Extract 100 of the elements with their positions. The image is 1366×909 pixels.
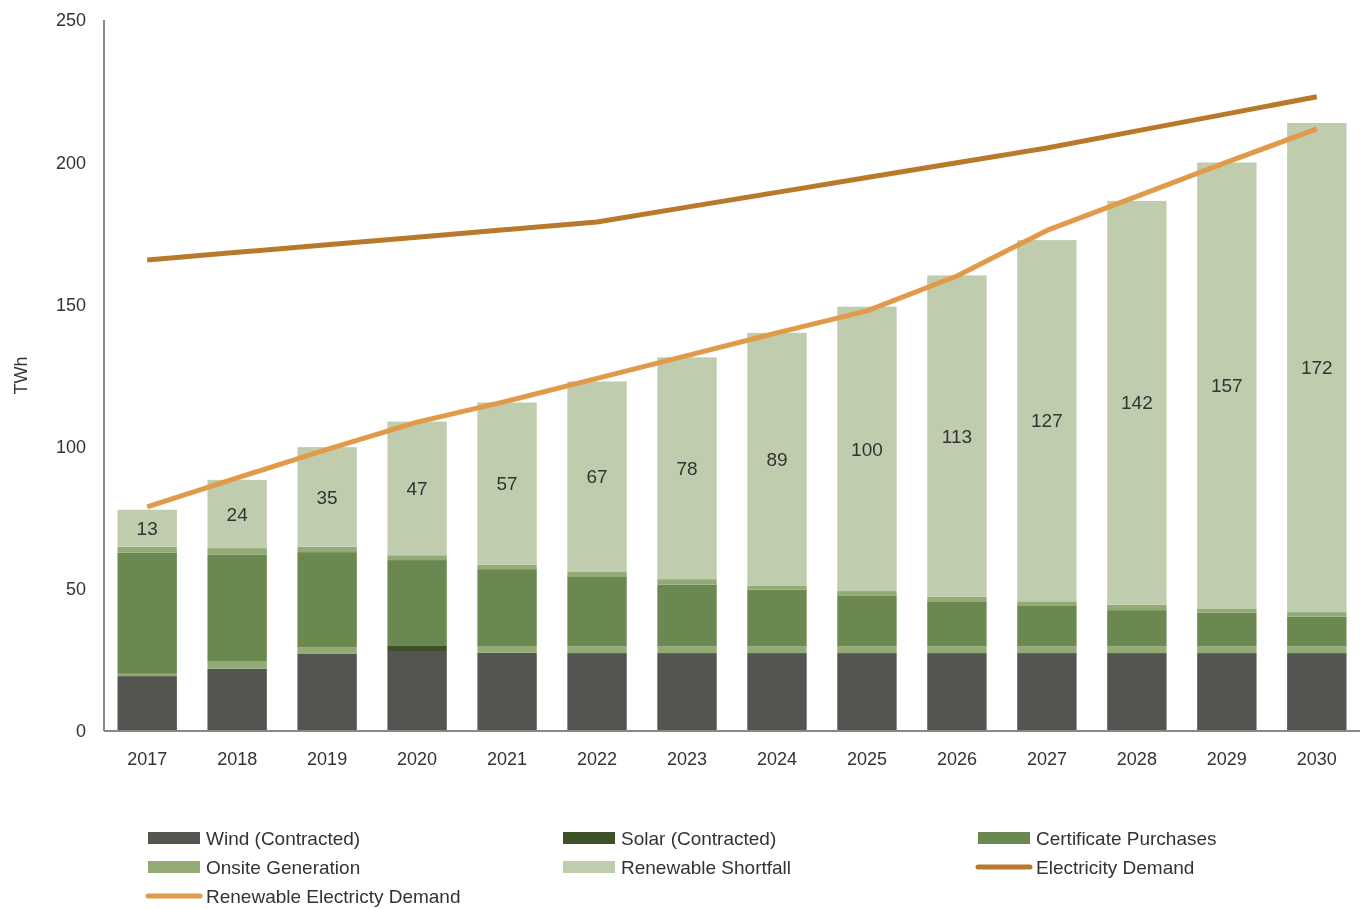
legend-label: Onsite Generation [206, 856, 361, 878]
x-tick-label: 2025 [846, 749, 887, 769]
x-tick-label: 2020 [397, 749, 438, 769]
bar [387, 421, 447, 556]
data-label: 100 [851, 438, 883, 460]
data-label: 13 [136, 517, 158, 539]
bar [1287, 646, 1347, 654]
x-tick-label: 2027 [1026, 749, 1067, 769]
bar [1287, 616, 1347, 647]
bar [837, 306, 897, 592]
bar [567, 653, 627, 731]
bar [657, 357, 717, 580]
bar [927, 601, 987, 647]
x-tick-label: 2028 [1116, 749, 1157, 769]
bar [1197, 608, 1257, 613]
x-tick-label: 2017 [127, 749, 168, 769]
y-tick-label: 200 [55, 152, 86, 173]
legend-label: Renewable Electricty Demand [206, 885, 461, 907]
bar [567, 572, 627, 577]
bar [1017, 601, 1077, 606]
data-label: 47 [406, 478, 428, 500]
data-label: 78 [676, 457, 698, 479]
bar [387, 645, 447, 652]
bar [1107, 610, 1167, 647]
bar [567, 646, 627, 654]
data-label: 172 [1300, 357, 1333, 379]
y-tick-label: 150 [55, 294, 86, 315]
bar [297, 552, 357, 648]
bar [387, 555, 447, 561]
legend-label: Solar (Contracted) [621, 827, 777, 849]
data-label: 113 [941, 425, 973, 447]
bar [387, 560, 447, 646]
bar [1017, 240, 1077, 602]
bar [117, 546, 177, 553]
data-label: 127 [1031, 410, 1063, 432]
bar [837, 653, 897, 731]
bar [567, 576, 627, 647]
bar [207, 554, 267, 662]
bar [927, 275, 987, 597]
bar [477, 402, 537, 565]
x-tick-label: 2022 [577, 749, 618, 769]
y-tick-label: 50 [65, 579, 86, 600]
data-label: 35 [316, 486, 338, 508]
legend-label: Wind (Contracted) [206, 827, 361, 849]
bar [837, 646, 897, 654]
bar [1197, 162, 1257, 609]
bar [837, 595, 897, 647]
bar [657, 646, 717, 654]
x-tick-label: 2029 [1206, 749, 1247, 769]
bar [1017, 605, 1077, 647]
bar [477, 652, 537, 731]
bar [657, 584, 717, 647]
x-tick-label: 2023 [666, 749, 708, 769]
legend-label: Certificate Purchases [1036, 827, 1217, 849]
bar [297, 653, 357, 731]
bar [1107, 653, 1167, 731]
bar [747, 589, 807, 647]
data-label: 24 [226, 503, 249, 525]
bar [207, 661, 267, 669]
bar [747, 585, 807, 590]
bar [837, 591, 897, 596]
bar [1107, 200, 1167, 605]
bar [117, 509, 177, 547]
bar [117, 676, 177, 731]
bar [117, 552, 177, 674]
bar [1107, 646, 1167, 654]
data-label: 67 [586, 466, 608, 488]
bar [927, 646, 987, 654]
x-tick-label: 2030 [1296, 749, 1337, 769]
bar [657, 579, 717, 585]
x-tick-label: 2018 [217, 749, 258, 769]
bar [477, 569, 537, 646]
bar [477, 645, 537, 653]
bar [1017, 646, 1077, 654]
bar [1197, 653, 1257, 731]
bar [207, 548, 267, 555]
bar [297, 546, 357, 553]
y-tick-label: 250 [55, 10, 86, 31]
bar [1287, 653, 1347, 731]
data-label: 157 [1210, 375, 1243, 397]
bar [207, 668, 267, 731]
y-axis-title: TWh [11, 356, 31, 395]
y-tick-label: 0 [75, 721, 86, 742]
legend-label: Renewable Shortfall [621, 856, 792, 878]
bar [297, 447, 357, 547]
bar [567, 381, 627, 573]
bar [657, 653, 717, 731]
data-label: 57 [496, 473, 518, 495]
data-label: 89 [766, 449, 788, 471]
y-tick-label: 100 [55, 436, 86, 457]
bar [747, 646, 807, 654]
bar [1197, 612, 1257, 647]
bar [927, 653, 987, 731]
legend-label: Electricity Demand [1036, 856, 1195, 878]
bar [1107, 604, 1167, 611]
bar [1197, 646, 1257, 654]
bar [297, 647, 357, 654]
bar [1287, 612, 1347, 617]
x-tick-label: 2026 [936, 749, 977, 769]
data-label: 142 [1121, 392, 1153, 414]
